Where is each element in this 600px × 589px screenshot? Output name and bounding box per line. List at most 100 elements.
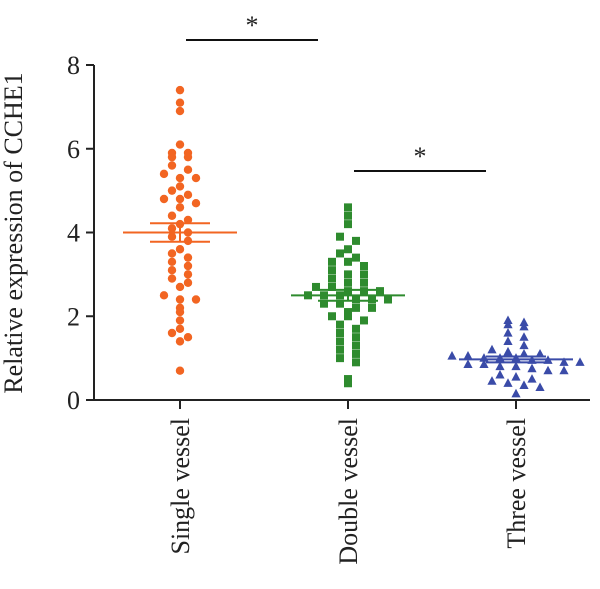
- y-tick-label: 2: [67, 302, 80, 331]
- three-vessel-point: [495, 361, 505, 371]
- three-vessel-point: [519, 340, 529, 350]
- three-vessel-point: [503, 328, 513, 337]
- three-vessel-point: [559, 357, 569, 366]
- single-vessel-point: [159, 194, 169, 204]
- y-axis-label: Relative expression of CCHE1: [0, 72, 28, 393]
- three-vessel-point: [487, 376, 497, 385]
- double-vessel-point: [376, 287, 384, 296]
- double-vessel-point: [352, 341, 360, 350]
- double-vessel-point: [344, 308, 352, 317]
- single-vessel-point: [175, 203, 185, 212]
- single-vessel-point: [183, 253, 193, 262]
- double-vessel-point: [336, 249, 344, 258]
- double-vessel-point: [328, 282, 336, 291]
- double-vessel-point: [328, 257, 336, 266]
- double-vessel-point: [344, 270, 352, 279]
- single-vessel-point: [167, 274, 177, 283]
- double-vessel-point: [344, 245, 352, 254]
- double-vessel-point: [336, 345, 344, 354]
- single-vessel-point: [167, 224, 177, 233]
- significance-star: *: [414, 142, 427, 171]
- single-vessel-point: [183, 215, 193, 225]
- single-vessel-point: [167, 186, 177, 195]
- single-vessel-point: [167, 232, 177, 241]
- double-vessel-point: [368, 303, 376, 312]
- double-vessel-point: [360, 278, 368, 287]
- single-vessel-point: [175, 324, 185, 334]
- three-vessel-point: [527, 374, 537, 383]
- single-vessel-point: [175, 316, 185, 325]
- y-tick-label: 6: [67, 135, 80, 164]
- y-tick-label: 0: [67, 386, 80, 415]
- double-vessel-point: [336, 232, 344, 241]
- double-vessel-point: [344, 278, 352, 287]
- mean-sem-bars: [123, 222, 573, 364]
- single-vessel-point: [191, 295, 201, 304]
- double-vessel-point: [328, 266, 336, 275]
- double-vessel-point: [336, 329, 344, 337]
- three-vessel-point: [527, 363, 537, 373]
- single-vessel-point: [175, 337, 185, 346]
- double-vessel-point: [344, 257, 352, 266]
- single-vessel-point: [167, 249, 177, 258]
- double-vessel-point: [344, 211, 352, 220]
- single-vessel-point: [175, 182, 185, 191]
- single-vessel-point: [175, 194, 185, 204]
- single-vessel-point: [175, 307, 185, 317]
- three-vessel-point: [463, 359, 473, 369]
- single-vessel-point: [159, 169, 169, 179]
- three-vessel-point: [543, 365, 553, 375]
- single-vessel-point: [167, 211, 177, 220]
- double-vessel-point: [352, 253, 360, 262]
- three-vessel-point: [503, 378, 513, 387]
- three-vessel-point: [463, 351, 473, 360]
- double-vessel-point: [344, 220, 352, 229]
- x-tick-label: Three vessel: [502, 418, 531, 549]
- single-vessel-point: [167, 152, 177, 162]
- double-vessel-point: [320, 299, 328, 308]
- double-vessel-point: [352, 236, 360, 245]
- single-vessel-point: [183, 261, 193, 271]
- single-vessel-point: [167, 328, 177, 338]
- x-tick-label: Double vessel: [334, 418, 363, 565]
- three-vessel-point: [447, 351, 457, 360]
- double-vessel-point: [360, 270, 368, 279]
- double-vessel-point: [336, 320, 344, 329]
- single-vessel-point: [183, 190, 193, 200]
- double-vessel-point: [352, 324, 360, 333]
- three-vessel-point: [535, 348, 545, 358]
- three-vessel-point: [503, 319, 513, 329]
- three-vessel-point: [511, 388, 521, 398]
- single-vessel-point: [175, 140, 185, 149]
- three-vessel-point: [495, 369, 505, 379]
- single-vessel-point: [175, 245, 185, 254]
- double-vessel-point: [352, 349, 360, 358]
- significance-bars: **: [186, 11, 486, 172]
- single-vessel-point: [175, 173, 185, 183]
- double-vessel-point: [352, 358, 360, 367]
- single-vessel-point: [183, 278, 193, 287]
- double-vessel-point: [352, 303, 360, 312]
- double-vessel-point: [312, 282, 320, 291]
- single-vessel-point: [159, 291, 169, 300]
- single-vessel-point: [175, 106, 185, 116]
- three-vessel-point: [519, 321, 529, 331]
- x-tick-label: Single vessel: [166, 418, 195, 555]
- single-vessel-point: [175, 85, 185, 95]
- data-points: [159, 85, 585, 398]
- double-vessel-point: [360, 287, 368, 296]
- double-vessel-point: [336, 337, 344, 346]
- double-vessel-point: [360, 262, 368, 270]
- single-vessel-point: [175, 98, 185, 107]
- three-vessel-point: [535, 382, 545, 392]
- y-tick-label: 4: [67, 219, 80, 248]
- three-vessel-point: [559, 365, 569, 375]
- three-vessel-point: [519, 348, 529, 358]
- double-vessel-point: [344, 379, 352, 388]
- double-vessel-point: [336, 354, 344, 363]
- double-vessel-point: [328, 274, 336, 283]
- single-vessel-point: [175, 366, 185, 375]
- double-vessel-point: [360, 316, 368, 325]
- double-vessel-point: [344, 312, 352, 321]
